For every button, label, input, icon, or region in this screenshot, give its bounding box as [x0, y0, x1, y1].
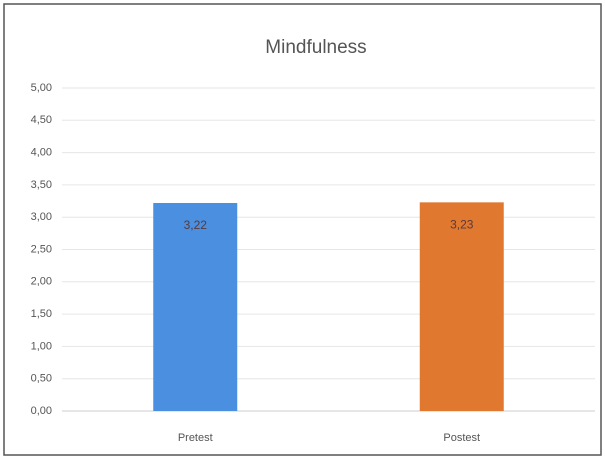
y-tick-label: 5,00	[31, 82, 52, 94]
y-tick-label: 0,50	[31, 373, 52, 385]
bar	[419, 202, 504, 411]
y-tick-label: 1,00	[31, 340, 52, 352]
y-tick-label: 3,00	[31, 211, 52, 223]
data-label: 3,23	[450, 218, 474, 232]
y-tick-label: 4,50	[31, 114, 52, 126]
y-tick-label: 3,50	[31, 179, 52, 191]
chart-border	[3, 3, 602, 456]
chart-title: Mindfulness	[265, 37, 366, 58]
data-label: 3,22	[184, 218, 208, 232]
y-tick-label: 1,50	[31, 308, 52, 320]
y-tick-label: 2,50	[31, 243, 52, 255]
x-tick-label: Pretest	[178, 432, 213, 444]
bar	[153, 202, 238, 411]
y-tick-label: 2,00	[31, 276, 52, 288]
y-tick-label: 4,00	[31, 147, 52, 159]
x-tick-label: Postest	[443, 432, 480, 444]
y-tick-label: 0,00	[31, 405, 52, 417]
